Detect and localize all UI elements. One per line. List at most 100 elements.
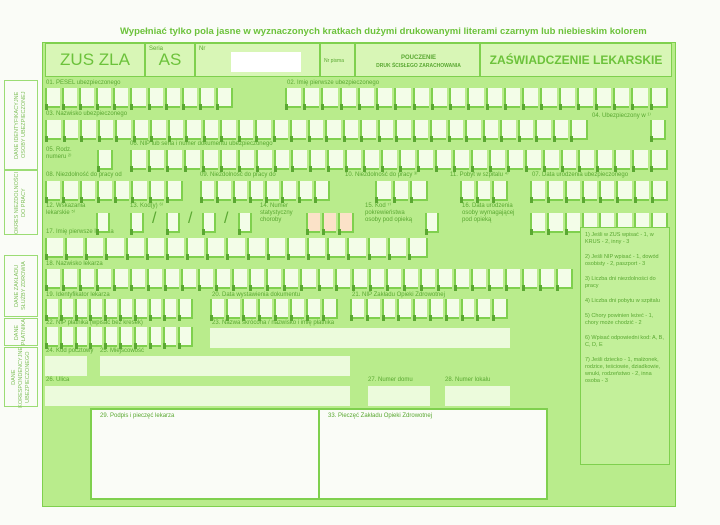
char-box[interactable] xyxy=(266,238,285,260)
payer-nip-field[interactable] xyxy=(45,327,195,349)
char-box[interactable] xyxy=(412,88,429,110)
char-box[interactable] xyxy=(542,150,559,172)
facility-stamp-field[interactable]: 33. Pieczęć Zakładu Opieki Zdrowotnej xyxy=(328,413,433,419)
char-box[interactable] xyxy=(45,238,64,260)
char-box[interactable] xyxy=(45,299,58,321)
code-field-4[interactable] xyxy=(238,213,254,235)
char-box[interactable] xyxy=(417,150,433,172)
char-box[interactable] xyxy=(581,181,597,203)
char-box[interactable] xyxy=(387,238,406,260)
char-box[interactable] xyxy=(290,299,304,321)
birth-date-field[interactable] xyxy=(530,181,670,203)
char-box[interactable] xyxy=(248,181,263,203)
char-box[interactable] xyxy=(96,181,112,203)
char-box[interactable] xyxy=(130,150,146,172)
char-box[interactable] xyxy=(215,269,231,291)
char-box[interactable] xyxy=(334,269,350,291)
char-box[interactable] xyxy=(363,150,380,172)
char-box[interactable] xyxy=(104,299,117,321)
char-box[interactable] xyxy=(291,150,308,172)
char-box[interactable] xyxy=(132,120,149,142)
char-box[interactable] xyxy=(460,299,475,321)
char-box[interactable] xyxy=(430,88,448,110)
char-box[interactable] xyxy=(394,88,411,110)
char-box[interactable] xyxy=(476,299,491,321)
char-box[interactable] xyxy=(599,181,615,203)
char-box[interactable] xyxy=(237,120,254,142)
char-box[interactable] xyxy=(178,327,193,349)
char-box[interactable] xyxy=(594,88,612,110)
char-box[interactable] xyxy=(133,299,147,321)
char-box[interactable] xyxy=(613,88,630,110)
char-box[interactable] xyxy=(283,269,299,291)
char-box[interactable] xyxy=(232,269,248,291)
char-box[interactable] xyxy=(186,238,205,260)
char-box[interactable] xyxy=(467,88,484,110)
char-box[interactable] xyxy=(59,327,73,349)
char-box[interactable] xyxy=(500,120,516,142)
char-box[interactable] xyxy=(357,88,375,110)
code-field-1[interactable] xyxy=(130,213,146,235)
char-box[interactable] xyxy=(322,299,338,321)
char-box[interactable] xyxy=(202,213,216,235)
char-box[interactable] xyxy=(246,238,265,260)
char-box[interactable] xyxy=(220,120,236,142)
char-box[interactable] xyxy=(381,299,396,321)
code-field-3[interactable] xyxy=(202,213,218,235)
char-box[interactable] xyxy=(200,181,215,203)
char-box[interactable] xyxy=(148,327,162,349)
char-box[interactable] xyxy=(118,327,132,349)
doctor-surname-field[interactable] xyxy=(45,269,575,291)
char-box[interactable] xyxy=(522,88,539,110)
char-box[interactable] xyxy=(148,299,162,321)
char-box[interactable] xyxy=(397,299,412,321)
char-box[interactable] xyxy=(322,213,336,235)
char-box[interactable] xyxy=(165,181,183,203)
char-box[interactable] xyxy=(74,327,88,349)
char-box[interactable] xyxy=(133,327,147,349)
char-box[interactable] xyxy=(166,213,180,235)
char-box[interactable] xyxy=(147,88,163,110)
from-date-field[interactable] xyxy=(45,181,185,203)
char-box[interactable] xyxy=(202,120,219,142)
apartment-number-input[interactable] xyxy=(445,386,510,406)
char-box[interactable] xyxy=(185,120,201,142)
char-box[interactable] xyxy=(460,181,474,203)
char-box[interactable] xyxy=(59,299,73,321)
char-box[interactable] xyxy=(535,120,551,142)
char-box[interactable] xyxy=(428,299,443,321)
doctor-signature-field[interactable]: 29. Podpis i pieczęć lekarza xyxy=(92,410,320,498)
relationship-code-field[interactable] xyxy=(425,213,441,235)
char-box[interactable] xyxy=(62,120,79,142)
char-box[interactable] xyxy=(210,299,224,321)
char-box[interactable] xyxy=(342,120,359,142)
char-box[interactable] xyxy=(148,181,164,203)
char-box[interactable] xyxy=(492,299,508,321)
char-box[interactable] xyxy=(530,213,546,235)
char-box[interactable] xyxy=(350,299,364,321)
char-box[interactable] xyxy=(503,88,521,110)
char-box[interactable] xyxy=(165,238,185,260)
char-box[interactable] xyxy=(476,181,490,203)
char-box[interactable] xyxy=(303,88,320,110)
char-box[interactable] xyxy=(85,238,104,260)
char-box[interactable] xyxy=(163,327,177,349)
char-box[interactable] xyxy=(449,88,466,110)
char-box[interactable] xyxy=(375,181,391,203)
char-box[interactable] xyxy=(327,150,344,172)
char-box[interactable] xyxy=(339,88,356,110)
char-box[interactable] xyxy=(79,181,95,203)
char-box[interactable] xyxy=(447,120,464,142)
char-box[interactable] xyxy=(232,181,247,203)
char-box[interactable] xyxy=(538,269,554,291)
char-box[interactable] xyxy=(96,88,112,110)
char-box[interactable] xyxy=(578,150,595,172)
char-box[interactable] xyxy=(392,181,409,203)
char-box[interactable] xyxy=(114,181,130,203)
char-box[interactable] xyxy=(273,150,290,172)
char-box[interactable] xyxy=(164,269,180,291)
char-box[interactable] xyxy=(145,238,164,260)
char-box[interactable] xyxy=(265,181,280,203)
first-name-field[interactable] xyxy=(285,88,670,110)
char-box[interactable] xyxy=(632,150,649,172)
